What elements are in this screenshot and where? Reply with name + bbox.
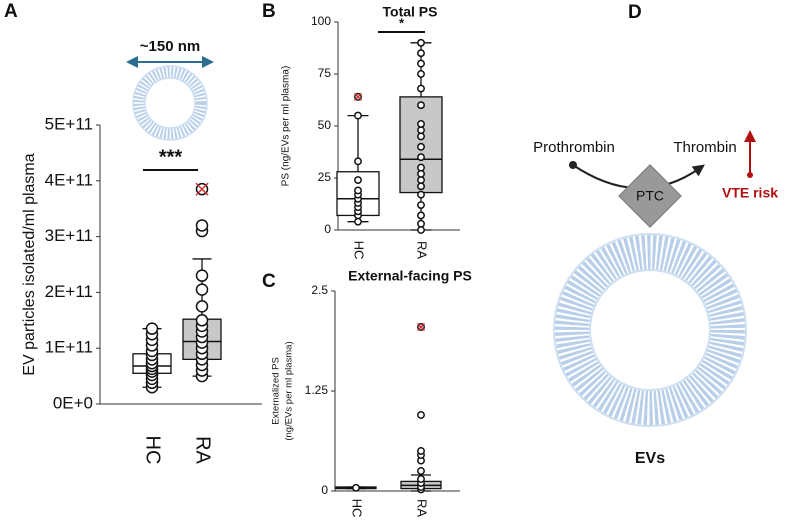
data-point (417, 132, 425, 141)
data-point (417, 190, 425, 199)
outlier-cross (195, 182, 209, 196)
data-point (417, 119, 425, 128)
data-point (195, 283, 209, 296)
x-tick-label: RA (415, 499, 430, 517)
data-point (145, 322, 159, 335)
y-tick-label: 0 (324, 222, 331, 236)
data-point (417, 153, 425, 162)
data-point (417, 211, 425, 220)
vesicle-inner (589, 269, 711, 391)
y-tick-label: 5E+11 (45, 114, 93, 133)
y-tick-label: 50 (318, 118, 332, 132)
data-point (354, 157, 362, 166)
data-point (195, 314, 209, 327)
data-point (417, 163, 425, 172)
y-axis-label: (ng/EVs per ml plasma) (284, 341, 295, 440)
x-tick-label: HC (350, 499, 365, 518)
data-point (417, 49, 425, 58)
x-tick-label: HC (142, 436, 164, 465)
x-tick-label: HC (352, 241, 367, 260)
risk-label: VTE risk (722, 185, 778, 201)
data-point (417, 176, 425, 185)
data-point (417, 219, 425, 228)
panel-label: D (628, 2, 642, 23)
data-point (354, 217, 362, 226)
panel-label: C (262, 271, 276, 292)
y-tick-label: 25 (318, 170, 332, 184)
y-tick-label: 1.25 (305, 383, 329, 397)
y-tick-label: 3E+11 (45, 226, 93, 245)
data-point (354, 186, 362, 195)
data-point (354, 176, 362, 185)
vesicle-icon (133, 66, 207, 140)
y-tick-label: 100 (311, 14, 331, 28)
data-point (417, 169, 425, 178)
data-point (417, 70, 425, 78)
vesicle-icon-inner (144, 77, 196, 129)
y-axis-label: Externalized PS (271, 357, 282, 425)
data-point (417, 101, 425, 110)
x-tick-label: RA (415, 241, 430, 259)
x-tick-label: RA (192, 436, 214, 464)
outlier-cross (416, 322, 426, 332)
scale-label: ~150 nm (140, 38, 200, 55)
chart-title: External-facing PS (348, 268, 472, 284)
data-point (417, 126, 425, 135)
risk-dot (747, 172, 753, 178)
vesicle-icon-outer (132, 65, 208, 141)
outlier-cross (353, 92, 363, 101)
data-point (417, 38, 425, 47)
data-point (417, 84, 425, 93)
data-point (417, 411, 425, 419)
data-point (417, 201, 425, 209)
data-point (352, 483, 360, 492)
data-point (417, 467, 425, 475)
y-tick-label: 4E+11 (45, 170, 93, 189)
ptc-label: PTC (636, 188, 664, 204)
y-tick-label: 1E+11 (45, 338, 93, 357)
data-point (195, 300, 209, 313)
y-tick-label: 2.5 (311, 283, 328, 297)
significance-label: *** (159, 146, 183, 168)
y-tick-label: 0 (321, 483, 328, 497)
data-point (417, 142, 425, 151)
y-tick-label: 2E+11 (45, 282, 93, 301)
vesicle-outer (553, 233, 747, 427)
significance-label: * (399, 15, 405, 30)
y-tick-label: 0E+0 (53, 393, 93, 412)
data-point (354, 111, 362, 120)
y-axis-label: PS (ng/EVs per ml plasma) (281, 66, 292, 187)
data-point (195, 219, 209, 232)
panel-label: A (4, 1, 18, 22)
product-label: Thrombin (673, 139, 736, 156)
substrate-label: Prothrombin (533, 139, 615, 156)
data-point (417, 475, 425, 483)
chart-title: Total PS (383, 4, 438, 20)
vesicle (555, 235, 745, 425)
y-axis-label: EV particles isolated/ml plasma (21, 153, 38, 375)
data-point (417, 182, 425, 191)
data-point (417, 447, 425, 455)
data-point (417, 226, 425, 234)
data-point (417, 59, 425, 68)
ptc-diamond (618, 164, 682, 228)
y-tick-label: 75 (318, 66, 332, 80)
panel-label: B (262, 1, 276, 22)
vesicle-label: EVs (635, 450, 665, 467)
data-point (195, 269, 209, 282)
